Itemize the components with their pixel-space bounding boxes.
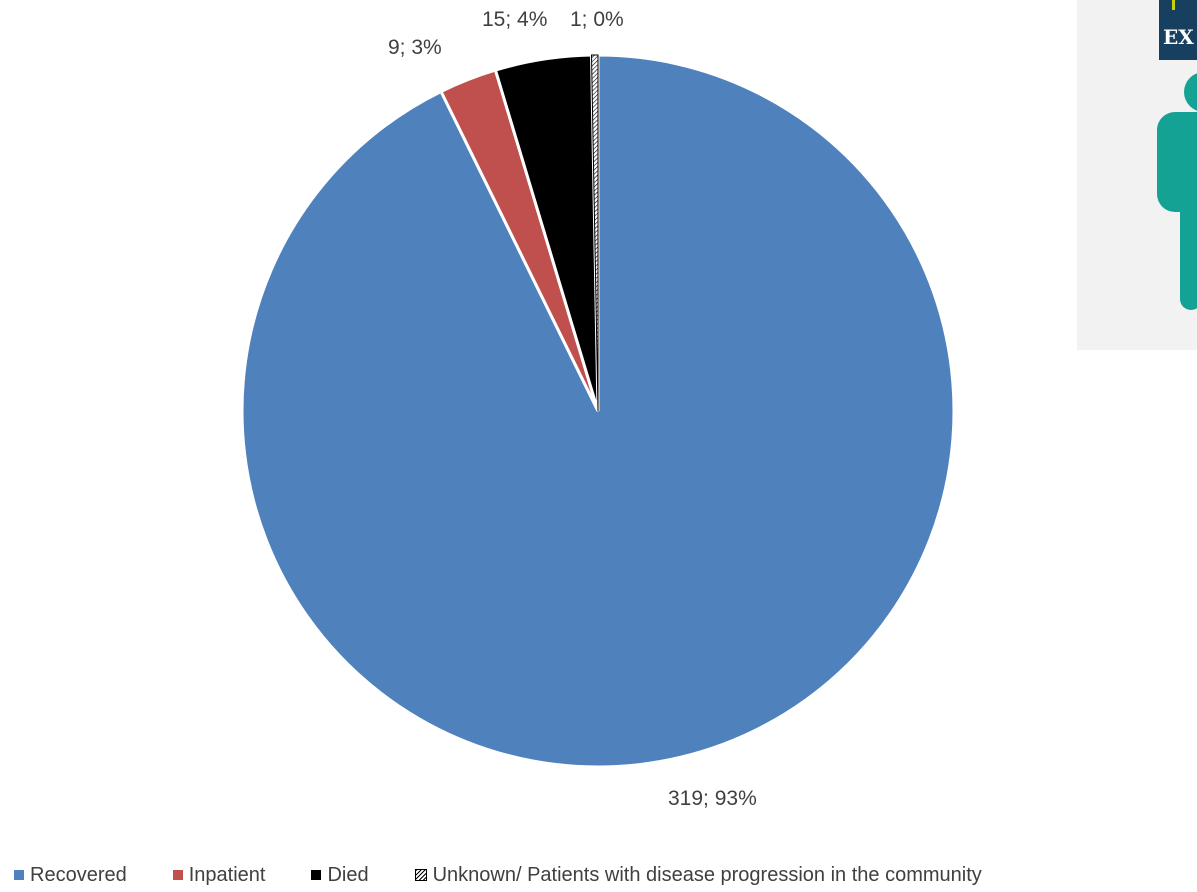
legend-item-inpatient: Inpatient [172, 863, 266, 887]
data-label-recovered: 319; 93% [668, 787, 757, 810]
data-label-unknown: 1; 0% [570, 8, 624, 31]
legend-swatch [172, 870, 183, 880]
legend-label: Recovered [30, 863, 127, 886]
logo-text: EX [1163, 25, 1194, 49]
legend: Recovered Inpatient Died Unknown/ Patients … [14, 862, 982, 888]
data-label-inpatient: 9; 3% [388, 36, 442, 59]
legend-item-unknown: Unknown/ Patients with disease progressi… [414, 863, 982, 887]
data-label-died: 15; 4% [482, 8, 548, 31]
pie-slices [240, 53, 956, 769]
legend-swatch [414, 869, 427, 881]
legend-swatch [14, 870, 24, 880]
legend-label: Inpatient [188, 863, 266, 886]
legend-label: Unknown/ Patients with disease progressi… [432, 863, 982, 886]
legend-label: Died [327, 863, 369, 886]
pie-slice-unknown [590, 54, 599, 412]
logo-badge [1159, 0, 1197, 60]
legend-item-died: Died [311, 863, 369, 887]
legend-swatch [311, 870, 322, 880]
person-icon [1157, 73, 1197, 310]
legend-item-recovered: Recovered [14, 864, 127, 887]
side-graphic: EX [1077, 0, 1197, 350]
